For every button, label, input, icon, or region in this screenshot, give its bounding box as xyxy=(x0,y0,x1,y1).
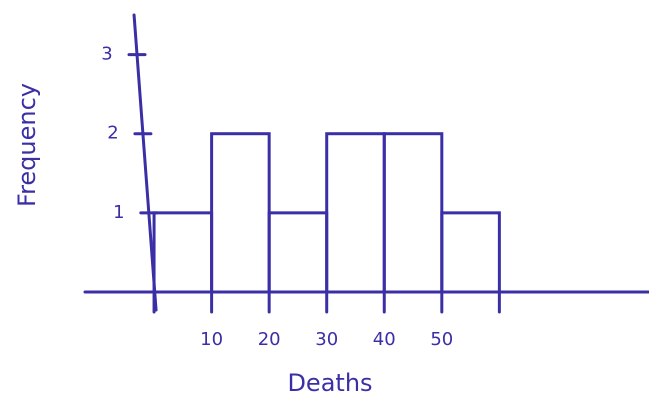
page: Frequency Deaths 1231020304050 (() => { … xyxy=(0,0,649,404)
histogram-bar xyxy=(269,213,327,292)
histogram-bar xyxy=(212,134,270,292)
x-tick-label: 40 xyxy=(373,329,396,350)
x-tick-label: 10 xyxy=(200,329,223,350)
x-tick-label: 30 xyxy=(315,329,338,350)
histogram-bar xyxy=(154,213,212,292)
y-tick-label: 1 xyxy=(113,202,124,223)
x-axis-label: Deaths xyxy=(287,369,372,397)
histogram-bar xyxy=(384,134,442,292)
chart: Frequency Deaths 1 2 3 10 20 30 40 50 xyxy=(0,0,649,404)
x-tick-label: 50 xyxy=(430,329,453,350)
histogram-bar xyxy=(327,134,385,292)
y-axis-label: Frequency xyxy=(13,83,41,207)
y-tick-label: 2 xyxy=(107,123,118,144)
x-tick-label: 20 xyxy=(258,329,281,350)
histogram-bar xyxy=(442,213,500,292)
y-tick-label: 3 xyxy=(101,44,112,65)
